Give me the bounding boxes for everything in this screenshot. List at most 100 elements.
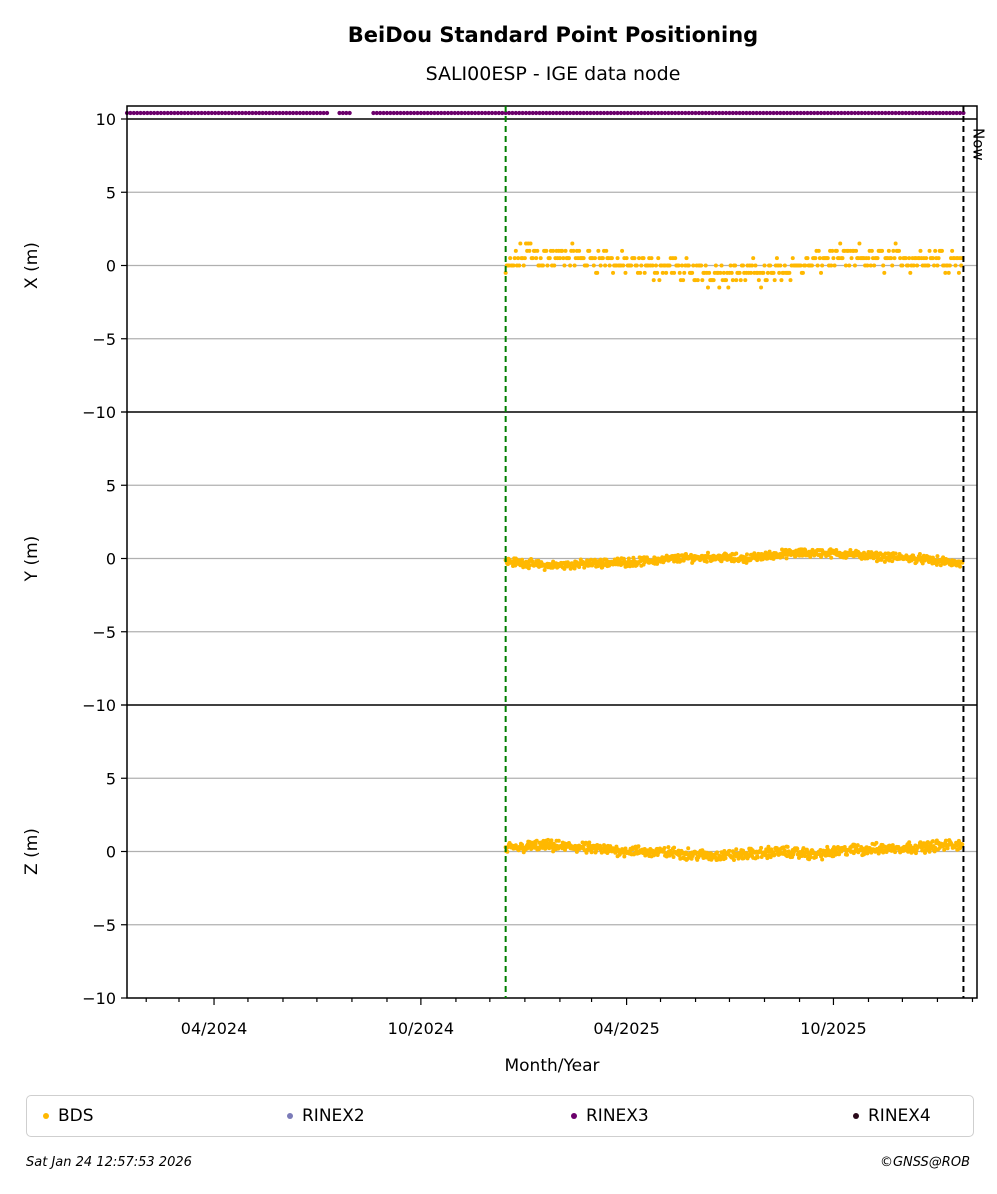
bds-position-point [908, 843, 913, 848]
bds-position-point [782, 263, 787, 268]
rinex3-availability-point [798, 110, 803, 116]
rinex3-availability-point [930, 110, 936, 116]
bds-position-point [880, 248, 885, 253]
bds-position-point [585, 263, 590, 268]
rinex3-availability-point [473, 110, 478, 116]
bds-position-point [755, 855, 760, 860]
bds-position-point [676, 263, 681, 268]
rinex3-availability-point [189, 110, 194, 116]
bds-position-point [577, 248, 582, 253]
plot-frame [126, 105, 978, 999]
bds-position-point [852, 263, 857, 268]
rinex3-availability-point [917, 110, 922, 116]
bds-position-point [866, 256, 871, 261]
rinex3-availability-point [642, 110, 647, 116]
rinex3-availability-point [456, 110, 461, 116]
rinex3-availability-point [591, 110, 596, 116]
bds-position-point [629, 263, 634, 268]
rinex3-availability-point [890, 110, 895, 116]
bds-position-point [690, 270, 695, 275]
bds-position-point [623, 270, 628, 275]
bds-position-point [939, 248, 944, 253]
rinex3-availability-point [771, 110, 776, 116]
bds-position-point [829, 555, 834, 560]
y-axis-label: Z (m) [22, 828, 42, 875]
rinex3-availability-point [243, 110, 248, 116]
bds-position-point [686, 846, 691, 851]
rinex3-availability-point [378, 110, 383, 116]
rinex3-availability-point [506, 110, 512, 116]
footer-credit: ©GNSS@ROB [879, 1155, 970, 1170]
rinex3-availability-point [720, 110, 725, 116]
bds-position-point [829, 850, 834, 855]
rinex3-availability-point [659, 110, 664, 116]
y-tick-label: 0 [106, 843, 116, 862]
rinex3-availability-point [849, 110, 854, 116]
rinex3-availability-point [788, 110, 793, 116]
y-axis-label: Y (m) [22, 536, 42, 583]
bds-position-point [778, 263, 783, 268]
rinex3-availability-point [270, 110, 275, 116]
rinex3-availability-point [172, 110, 177, 116]
bds-position-point [738, 278, 743, 283]
rinex3-availability-point [774, 110, 780, 116]
rinex3-availability-point [835, 110, 841, 116]
rinex3-availability-point [920, 110, 925, 116]
rinex3-availability-point [297, 110, 303, 116]
bds-position-point [535, 248, 540, 253]
rinex3-availability-point [250, 110, 255, 116]
bds-position-point [935, 554, 940, 559]
rinex3-availability-point [727, 110, 732, 116]
rinex3-availability-point [893, 110, 898, 116]
rinex3-availability-point [415, 110, 420, 116]
x-axis-label: Month/Year [504, 1056, 599, 1076]
rinex3-availability-point [669, 110, 674, 116]
rinex3-availability-point [401, 110, 407, 116]
rinex3-availability-point [551, 110, 556, 116]
rinex3-availability-point [476, 110, 481, 116]
rinex3-availability-point [284, 110, 289, 116]
bds-position-point [632, 256, 637, 261]
rinex3-availability-point [206, 110, 211, 116]
bds-position-point [847, 263, 852, 268]
bds-position-point [942, 847, 947, 852]
bds-position-point [768, 855, 773, 860]
rinex3-availability-point [622, 110, 627, 116]
bds-position-point [530, 256, 535, 261]
rinex3-availability-point [486, 110, 491, 116]
legend-item-rinex4: RINEX4 [853, 1096, 931, 1136]
rinex3-availability-point [564, 110, 569, 116]
bds-position-point [641, 256, 646, 261]
bds-position-point [528, 241, 533, 246]
bds-position-point [861, 852, 866, 857]
bds-position-point [730, 278, 735, 283]
rinex3-availability-point [503, 110, 508, 116]
rinex3-availability-point [527, 110, 532, 116]
rinex3-availability-point [246, 110, 252, 116]
rinex3-availability-point [202, 110, 208, 116]
bds-position-point [657, 278, 662, 283]
bds-position-point [917, 552, 922, 557]
y-tick-label: 0 [106, 550, 116, 569]
legend: BDS RINEX2 RINEX3 RINEX4 [26, 1095, 974, 1137]
legend-rinex2-marker [287, 1113, 293, 1119]
bds-position-point [620, 248, 625, 253]
bds-position-point [520, 557, 525, 562]
bds-position-point [686, 263, 691, 268]
bds-position-point [924, 256, 929, 261]
bds-position-point [849, 256, 854, 261]
bds-position-point [936, 256, 941, 261]
rinex3-availability-point [371, 110, 376, 116]
bds-position-point [626, 556, 631, 561]
bds-position-point [869, 850, 874, 855]
bds-position-point [893, 241, 898, 246]
rinex3-availability-point [723, 110, 729, 116]
now-label: Now [969, 128, 987, 161]
rinex3-availability-point [155, 110, 160, 116]
bds-position-point [727, 848, 732, 853]
bds-position-point [700, 278, 705, 283]
rinex3-availability-point [598, 110, 603, 116]
rinex3-availability-point [768, 110, 773, 116]
bds-position-point [681, 278, 686, 283]
bds-position-point [852, 842, 857, 847]
